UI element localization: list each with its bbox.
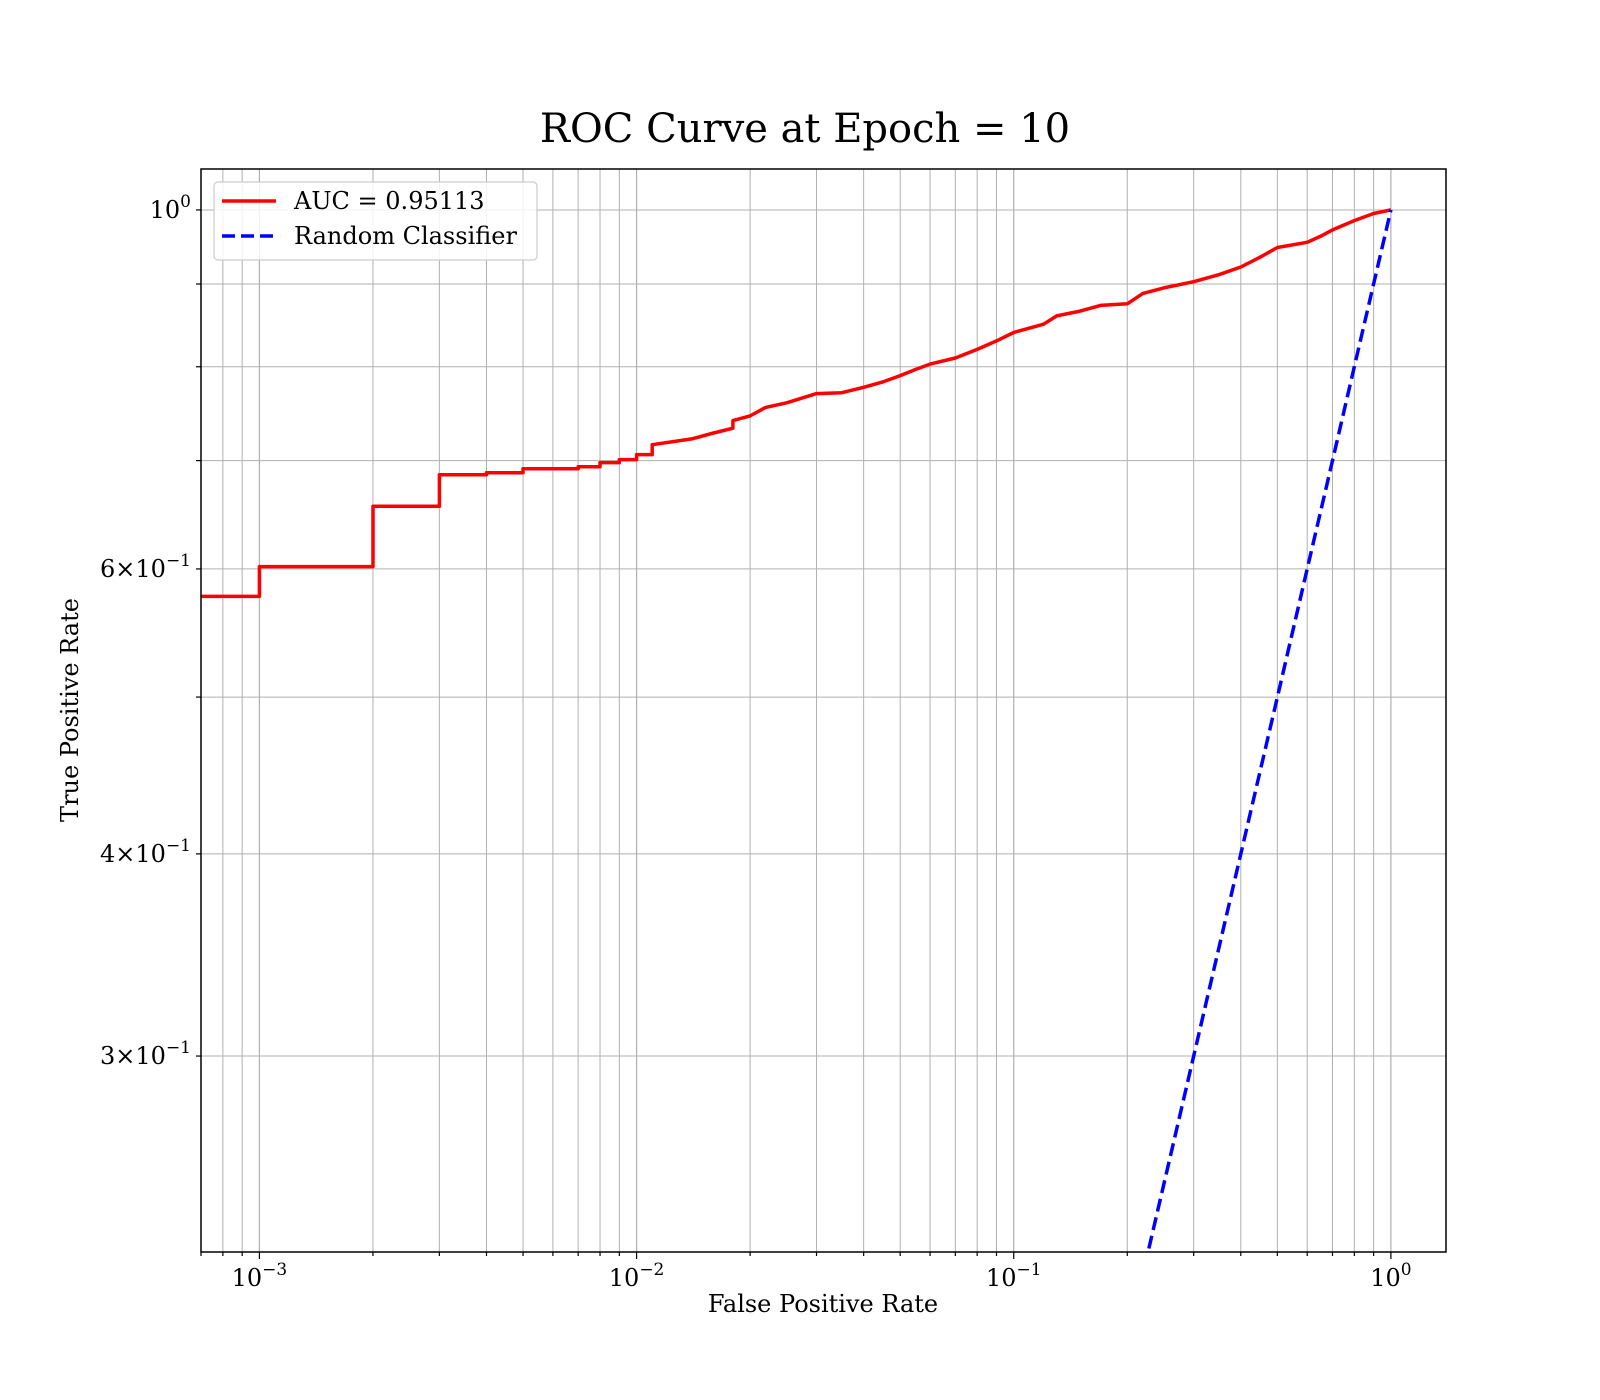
plot-frame bbox=[200, 168, 1447, 1253]
y-tick-label: 100 bbox=[150, 192, 191, 224]
random-classifier-line bbox=[1146, 209, 1393, 1252]
y-tick-label: 4×10−1 bbox=[100, 836, 191, 868]
tick-labels: 10−3 10−2 10−1 100 100 6×10−1 4×10−1 3×10−1 bbox=[100, 192, 1412, 1292]
x-tick-label: 10−1 bbox=[986, 1260, 1042, 1292]
roc-curve-line bbox=[201, 208, 1392, 599]
series-layer bbox=[201, 208, 1393, 1252]
legend-label-random-classifier: Random Classifier bbox=[294, 222, 517, 250]
y-tick-label: 6×10−1 bbox=[100, 551, 191, 583]
x-axis-label: False Positive Rate bbox=[708, 1290, 938, 1318]
x-tick-label: 10−3 bbox=[232, 1260, 288, 1292]
ticks bbox=[196, 209, 1392, 1259]
legend: AUC = 0.95113 Random Classifier bbox=[213, 181, 538, 261]
legend-label-auc: AUC = 0.95113 bbox=[293, 187, 485, 215]
chart-title: ROC Curve at Epoch = 10 bbox=[540, 106, 1070, 152]
grid bbox=[200, 169, 1446, 1252]
y-axis-label: True Positive Rate bbox=[56, 598, 84, 822]
legend-box bbox=[213, 181, 538, 261]
x-tick-label: 10−2 bbox=[609, 1260, 665, 1292]
x-tick-label: 100 bbox=[1370, 1260, 1411, 1292]
y-tick-label: 3×10−1 bbox=[100, 1038, 191, 1070]
